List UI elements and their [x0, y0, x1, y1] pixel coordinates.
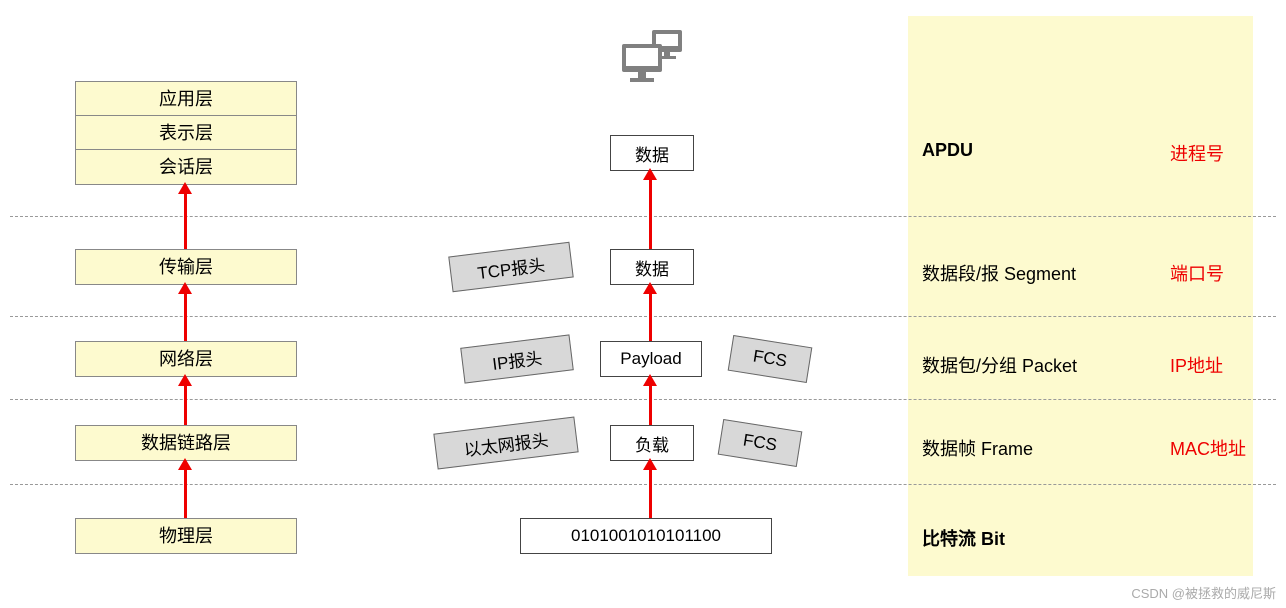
layer-box: 数据链路层 — [75, 425, 297, 461]
layer-box: 网络层 — [75, 341, 297, 377]
pdu-label: APDU — [922, 140, 973, 161]
divider — [10, 399, 1276, 400]
layer-box: 表示层 — [75, 115, 297, 151]
header-box: TCP报头 — [448, 242, 573, 293]
header-box: 以太网报头 — [433, 416, 578, 469]
data-box: 0101001010101100 — [520, 518, 772, 554]
addr-label: MAC地址 — [1170, 435, 1246, 461]
layer-box: 物理层 — [75, 518, 297, 554]
layer-box: 会话层 — [75, 149, 297, 185]
header-box: IP报头 — [460, 334, 574, 383]
data-box: Payload — [600, 341, 702, 377]
data-box: 负载 — [610, 425, 694, 461]
pdu-label: 数据段/报 Segment — [922, 260, 1076, 286]
addr-label: 端口号 — [1170, 260, 1224, 286]
data-box: 数据 — [610, 249, 694, 285]
layer-box: 应用层 — [75, 81, 297, 117]
pdu-label: 比特流 Bit — [922, 525, 1005, 551]
divider — [10, 216, 1276, 217]
addr-label: IP地址 — [1170, 352, 1223, 378]
addr-label: 进程号 — [1170, 140, 1224, 166]
computer-icon — [620, 30, 688, 93]
pdu-label: 数据包/分组 Packet — [922, 352, 1077, 378]
watermark: CSDN @被拯救的威尼斯 — [1131, 583, 1276, 602]
header-box: FCS — [728, 335, 813, 383]
layer-box: 传输层 — [75, 249, 297, 285]
pdu-label: 数据帧 Frame — [922, 435, 1033, 461]
divider — [10, 316, 1276, 317]
divider — [10, 484, 1276, 485]
header-box: FCS — [718, 419, 803, 467]
data-box: 数据 — [610, 135, 694, 171]
